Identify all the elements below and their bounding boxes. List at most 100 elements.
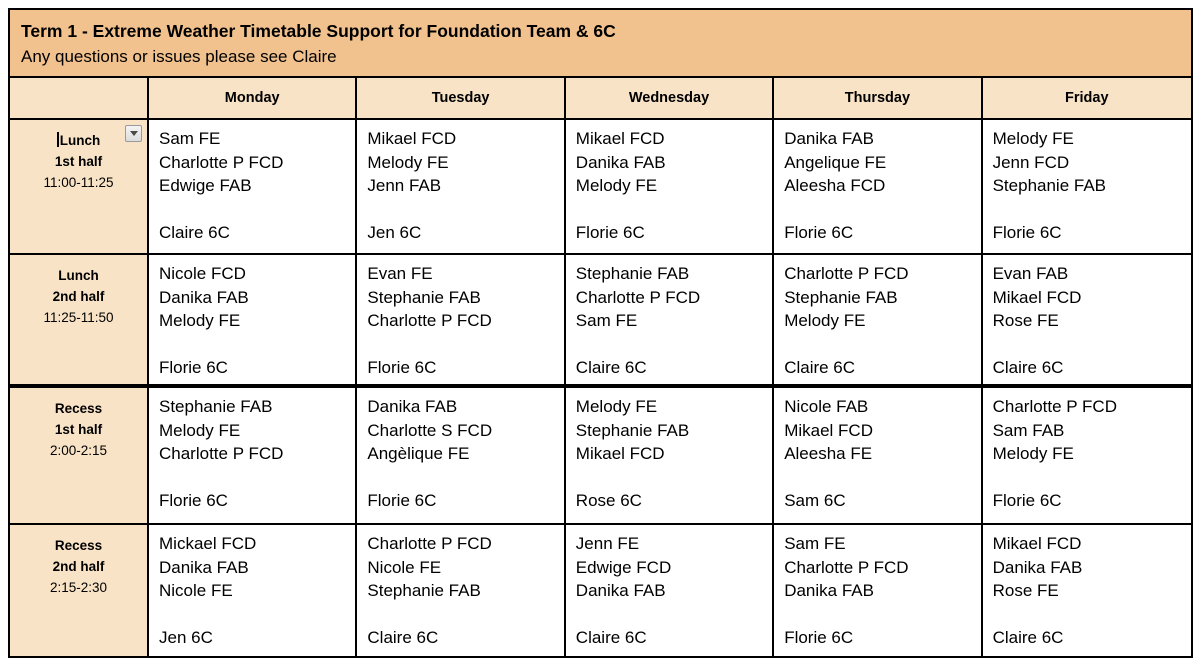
schedule-cell-wed-lunch2[interactable]: Stephanie FAB Charlotte P FCD Sam FE Cla…	[565, 255, 775, 384]
staff-name: Evan FAB	[992, 264, 1069, 283]
staff-name: Danika FAB	[575, 581, 666, 600]
schedule-cell-tue-lunch2[interactable]: Evan FE Stephanie FAB Charlotte P FCD Fl…	[357, 255, 566, 384]
staff-name: Mikael FCD	[575, 444, 665, 463]
lead-name: Florie 6C	[159, 491, 228, 510]
period-label-lunch-1st[interactable]: Lunch 1st half 11:00-11:25	[10, 120, 149, 253]
period-row-recess-2nd: Recess 2nd half 2:15-2:30 Mickael FCD Da…	[10, 525, 1191, 656]
staff-name: Danika FAB	[159, 557, 249, 577]
staff-name: Jenn FAB	[367, 176, 442, 195]
blank-line	[576, 466, 766, 490]
schedule-cell-wed-recess1[interactable]: Melody FE Stephanie FAB Mikael FCD Rose …	[565, 388, 775, 523]
staff-name: Stephanie FAB	[575, 264, 690, 283]
staff-name: Aleesha FCD	[784, 176, 886, 195]
period-label-recess-2nd[interactable]: Recess 2nd half 2:15-2:30	[10, 525, 149, 656]
staff-name: Charlotte P FCD	[784, 264, 909, 283]
lead-name: Florie 6C	[367, 491, 437, 510]
lead-name: Florie 6C	[784, 628, 854, 647]
schedule-cell-wed-recess2[interactable]: Jenn FE Edwige FCD Danika FAB Claire 6C	[565, 525, 775, 656]
schedule-cell-thu-lunch2[interactable]: Charlotte P FCD Stephanie FAB Melody FE …	[774, 255, 983, 384]
blank-line	[576, 198, 766, 222]
period-row-recess-1st: Recess 1st half 2:00-2:15 Stephanie FAB …	[10, 388, 1191, 525]
staff-name: Stephanie FAB	[159, 397, 273, 416]
schedule-cell-mon-recess1[interactable]: Stephanie FAB Melody FE Charlotte P FCD …	[149, 388, 358, 523]
staff-name: Stephanie FAB	[784, 287, 898, 307]
lead-name: Florie 6C	[992, 491, 1062, 510]
schedule-cell-tue-lunch1[interactable]: Mikael FCD Melody FE Jenn FAB Jen 6C	[357, 120, 566, 253]
staff-name: Melody FE	[575, 176, 658, 195]
blank-line	[576, 333, 766, 357]
lead-name: Florie 6C	[784, 223, 854, 242]
staff-name: Melody FE	[159, 420, 241, 440]
cell-dropdown-button[interactable]	[125, 125, 142, 142]
corner-cell[interactable]	[10, 78, 149, 118]
period-name: Lunch	[10, 130, 147, 151]
staff-name: Edwige FCD	[575, 557, 672, 577]
period-time: 11:00-11:25	[43, 175, 114, 190]
blank-line	[367, 198, 557, 222]
staff-name: Charlotte P FCD	[784, 557, 909, 577]
schedule-cell-fri-lunch2[interactable]: Evan FAB Mikael FCD Rose FE Claire 6C	[982, 255, 1191, 384]
staff-name: Jenn FCD	[992, 152, 1070, 172]
lead-name: Claire 6C	[575, 628, 647, 647]
staff-name: Charlotte S FCD	[367, 420, 493, 440]
staff-name: Melody FE	[159, 311, 241, 330]
schedule-cell-thu-recess1[interactable]: Nicole FAB Mikael FCD Aleesha FE Sam 6C	[774, 388, 983, 523]
staff-name: Charlotte P FCD	[367, 534, 492, 553]
day-header-friday[interactable]: Friday	[982, 78, 1191, 118]
period-time: 11:25-11:50	[43, 310, 114, 325]
blank-line	[784, 333, 974, 357]
staff-name: Aleesha FE	[784, 444, 873, 463]
period-label-lunch-2nd[interactable]: Lunch 2nd half 11:25-11:50	[10, 255, 149, 384]
blank-line	[159, 603, 349, 627]
blank-line	[367, 603, 557, 627]
staff-name: Mikael FCD	[784, 420, 873, 440]
page-title: Term 1 - Extreme Weather Timetable Suppo…	[21, 21, 616, 41]
staff-name: Danika FAB	[784, 581, 874, 600]
period-half: 1st half	[54, 154, 103, 169]
chevron-down-icon	[129, 131, 138, 136]
schedule-cell-mon-recess2[interactable]: Mickael FCD Danika FAB Nicole FE Jen 6C	[149, 525, 358, 656]
lead-name: Florie 6C	[575, 223, 645, 242]
schedule-cell-wed-lunch1[interactable]: Mikael FCD Danika FAB Melody FE Florie 6…	[565, 120, 775, 253]
staff-name: Stephanie FAB	[992, 176, 1107, 195]
schedule-cell-fri-recess1[interactable]: Charlotte P FCD Sam FAB Melody FE Florie…	[982, 388, 1191, 523]
lead-name: Jen 6C	[159, 628, 213, 647]
schedule-cell-fri-recess2[interactable]: Mikael FCD Danika FAB Rose FE Claire 6C	[982, 525, 1191, 656]
schedule-cell-thu-recess2[interactable]: Sam FE Charlotte P FCD Danika FAB Florie…	[774, 525, 983, 656]
schedule-cell-tue-recess2[interactable]: Charlotte P FCD Nicole FE Stephanie FAB …	[357, 525, 566, 656]
staff-name: Danika FAB	[784, 129, 874, 148]
blank-line	[993, 333, 1185, 357]
staff-name: Stephanie FAB	[367, 287, 481, 307]
staff-name: Rose FE	[992, 581, 1059, 600]
period-half: 2nd half	[52, 289, 105, 304]
title-banner: Term 1 - Extreme Weather Timetable Suppo…	[8, 8, 1193, 78]
schedule-cell-thu-lunch1[interactable]: Danika FAB Angelique FE Aleesha FCD Flor…	[774, 120, 983, 253]
period-half: 1st half	[54, 422, 103, 437]
staff-name: Sam FE	[784, 534, 846, 553]
period-label-recess-1st[interactable]: Recess 1st half 2:00-2:15	[10, 388, 149, 523]
blank-line	[993, 466, 1185, 490]
blank-line	[367, 333, 557, 357]
staff-name: Charlotte P FCD	[367, 311, 492, 330]
staff-name: Charlotte P FCD	[992, 397, 1117, 416]
day-header-tuesday[interactable]: Tuesday	[357, 78, 566, 118]
day-header-thursday[interactable]: Thursday	[774, 78, 983, 118]
lead-name: Rose 6C	[575, 491, 642, 510]
day-header-wednesday[interactable]: Wednesday	[565, 78, 775, 118]
staff-name: Nicole FE	[367, 557, 442, 577]
schedule-cell-mon-lunch1[interactable]: Sam FE Charlotte P FCD Edwige FAB Claire…	[149, 120, 358, 253]
staff-name: Stephanie FAB	[575, 420, 690, 440]
day-header-monday[interactable]: Monday	[149, 78, 358, 118]
schedule-cell-fri-lunch1[interactable]: Melody FE Jenn FCD Stephanie FAB Florie …	[982, 120, 1191, 253]
period-time: 2:15-2:30	[49, 580, 108, 595]
period-name: Recess	[54, 538, 103, 553]
staff-name: Rose FE	[992, 311, 1059, 330]
staff-name: Nicole FE	[159, 581, 233, 600]
staff-name: Melody FE	[784, 311, 866, 330]
blank-line	[993, 198, 1185, 222]
lead-name: Florie 6C	[992, 223, 1062, 242]
schedule-cell-mon-lunch2[interactable]: Nicole FCD Danika FAB Melody FE Florie 6…	[149, 255, 358, 384]
schedule-cell-tue-recess1[interactable]: Danika FAB Charlotte S FCD Angèlique FE …	[357, 388, 566, 523]
staff-name: Danika FAB	[367, 397, 458, 416]
period-name: Recess	[54, 401, 103, 416]
